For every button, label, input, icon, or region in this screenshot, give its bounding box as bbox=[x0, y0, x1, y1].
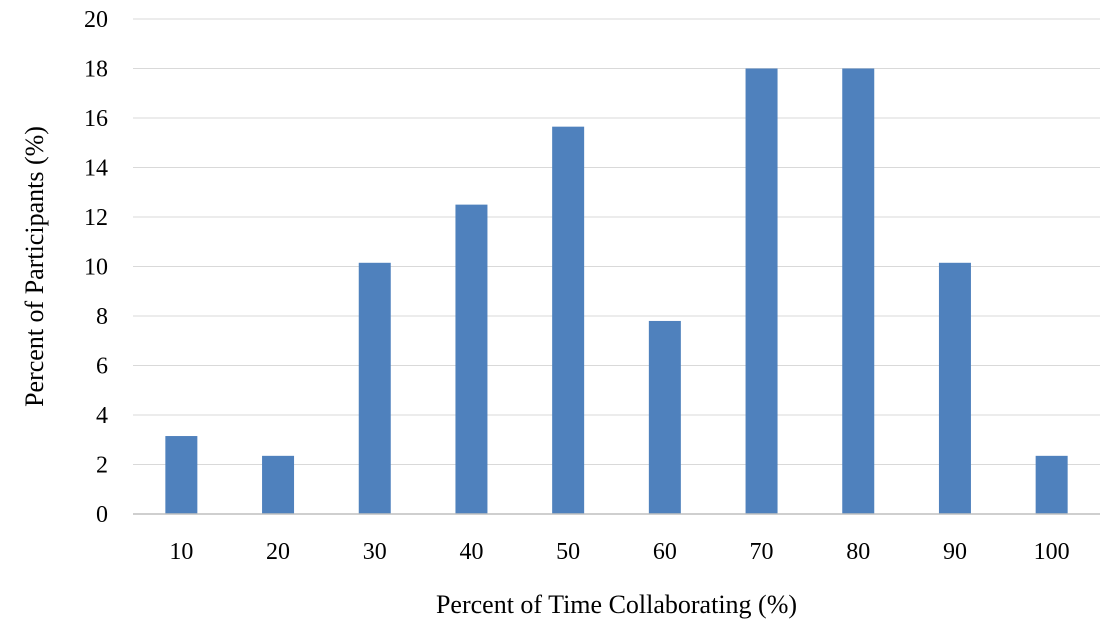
y-tick-label: 2 bbox=[96, 453, 108, 479]
y-tick-labels: 0 2 4 6 8 10 12 14 16 18 20 bbox=[84, 7, 108, 528]
gridlines bbox=[133, 18, 1100, 465]
x-tick-label: 50 bbox=[556, 539, 580, 565]
y-tick-label: 0 bbox=[96, 502, 108, 528]
y-tick-label: 14 bbox=[84, 156, 108, 182]
y-tick-label: 12 bbox=[84, 205, 108, 231]
bar-30 bbox=[358, 262, 391, 514]
x-tick-label: 70 bbox=[750, 539, 774, 565]
x-tick-label: 30 bbox=[363, 539, 387, 565]
bar-90 bbox=[938, 262, 971, 514]
bar-100 bbox=[1035, 455, 1068, 514]
x-tick-label: 10 bbox=[169, 539, 193, 565]
y-tick-label: 6 bbox=[96, 354, 108, 380]
x-tick-label: 80 bbox=[846, 539, 870, 565]
bar-70 bbox=[745, 68, 778, 514]
y-tick-label: 20 bbox=[84, 7, 108, 33]
x-tick-label: 90 bbox=[943, 539, 967, 565]
y-tick-label: 18 bbox=[84, 57, 108, 83]
x-tick-label: 20 bbox=[266, 539, 290, 565]
y-tick-label: 16 bbox=[84, 106, 108, 132]
x-tick-label: 60 bbox=[653, 539, 677, 565]
y-tick-label: 8 bbox=[96, 304, 108, 330]
x-tick-labels: 10 20 30 40 50 60 70 80 90 100 bbox=[169, 539, 1069, 565]
x-tick-label: 100 bbox=[1034, 539, 1070, 565]
y-tick-label: 10 bbox=[84, 255, 108, 281]
bar-10 bbox=[165, 436, 198, 514]
y-axis-title: Percent of Participants (%) bbox=[20, 126, 49, 407]
bars bbox=[165, 68, 1068, 514]
bar-60 bbox=[648, 320, 681, 514]
x-tick-label: 40 bbox=[459, 539, 483, 565]
x-axis-title: Percent of Time Collaborating (%) bbox=[436, 590, 797, 619]
bar-80 bbox=[842, 68, 875, 514]
bar-50 bbox=[552, 126, 585, 514]
y-tick-label: 4 bbox=[96, 403, 108, 429]
bar-40 bbox=[455, 204, 488, 514]
bar-20 bbox=[262, 455, 295, 514]
